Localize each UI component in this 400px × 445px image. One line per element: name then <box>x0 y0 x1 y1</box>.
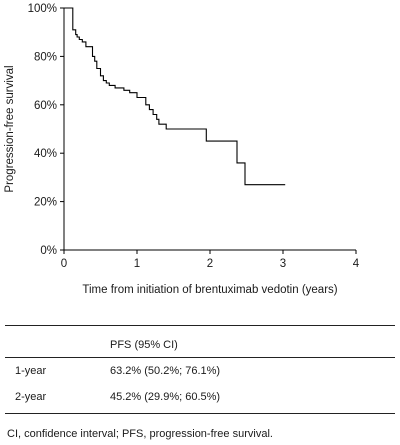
y-ticks: 0% 20% 40% 60% 80% 100% <box>28 3 64 257</box>
y-tick-label: 100% <box>28 3 57 15</box>
x-ticks: 0 1 2 3 4 <box>61 250 360 270</box>
row-label: 2-year <box>15 391 47 403</box>
survival-chart: 0 1 2 3 4 0% 20% 40% 60% 80% 100% Time from initi… <box>4 3 360 296</box>
x-tick-label: 2 <box>207 258 213 270</box>
x-tick-label: 3 <box>280 258 286 270</box>
table-bottom-rule <box>5 413 395 414</box>
row-value: 63.2% (50.2%; 76.1%) <box>110 365 221 377</box>
x-axis-label: Time from initiation of brentuximab vedo… <box>82 284 337 296</box>
km-curve-series <box>64 7 286 186</box>
y-tick-label: 60% <box>34 100 57 112</box>
y-tick-label: 40% <box>34 148 57 160</box>
row-label: 1-year <box>15 365 47 377</box>
pfs-table: PFS (95% CI) 1-year 63.2% (50.2%; 76.1%)… <box>5 325 395 414</box>
table-header-row: PFS (95% CI) <box>5 326 395 357</box>
y-axis-label: Progression-free survival <box>4 65 16 192</box>
x-tick-label: 4 <box>353 258 360 270</box>
table-row: 2-year 45.2% (29.9%; 60.5%) <box>5 384 395 410</box>
x-tick-label: 1 <box>134 258 140 270</box>
x-tick-label: 0 <box>61 258 67 270</box>
table-header-pfs: PFS (95% CI) <box>110 339 178 351</box>
table-header-rule <box>5 357 395 358</box>
y-tick-label: 0% <box>40 245 57 257</box>
y-tick-label: 20% <box>34 197 57 209</box>
row-value: 45.2% (29.9%; 60.5%) <box>110 391 221 403</box>
table-top-rule <box>5 325 395 326</box>
footnote: CI, confidence interval; PFS, progressio… <box>7 428 273 440</box>
table-row: 1-year 63.2% (50.2%; 76.1%) <box>5 358 395 384</box>
y-tick-label: 80% <box>34 51 57 63</box>
